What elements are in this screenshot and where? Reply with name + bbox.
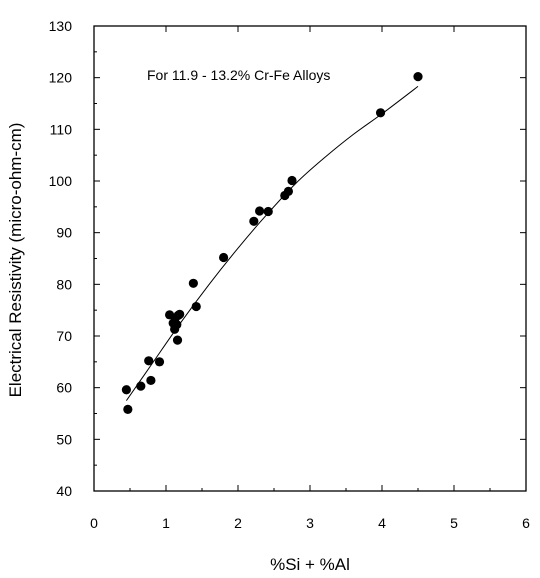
plot-frame — [93, 25, 527, 492]
data-point — [413, 72, 423, 82]
data-point — [255, 206, 265, 216]
chart-annotation: For 11.9 - 13.2% Cr-Fe Alloys — [147, 67, 330, 83]
data-point — [175, 309, 185, 319]
y-tick-label: 120 — [49, 70, 73, 86]
y-tick-label: 40 — [56, 483, 72, 499]
data-point — [283, 186, 293, 196]
y-tick-label: 90 — [56, 225, 72, 241]
y-tick-label: 110 — [50, 121, 73, 137]
x-tick-labels: 0 1 2 3 4 5 6 — [90, 515, 530, 531]
data-point — [219, 252, 229, 263]
data-point — [191, 301, 201, 312]
y-axis-title: Electrical Resistivity (micro-ohm-cm) — [6, 123, 25, 398]
y-tick-labels: 40 50 60 70 80 90 100 110 120 130 — [49, 18, 73, 499]
data-point — [188, 278, 198, 288]
data-point — [136, 381, 146, 391]
x-tick-label: 0 — [90, 515, 98, 531]
x-tick-label: 1 — [162, 515, 170, 531]
data-point — [263, 206, 273, 217]
y-tick-label: 60 — [56, 380, 72, 396]
x-tick-label: 3 — [306, 515, 314, 531]
y-tick-label: 130 — [49, 18, 73, 34]
data-point — [123, 404, 133, 414]
data-point — [249, 216, 259, 226]
y-tick-label: 70 — [56, 328, 72, 344]
x-tick-label: 6 — [522, 515, 530, 531]
data-point — [121, 385, 131, 395]
x-tick-label: 5 — [450, 515, 458, 531]
data-point — [172, 335, 183, 345]
data-point — [287, 175, 297, 186]
x-tick-label: 4 — [378, 515, 386, 531]
x-tick-label: 2 — [234, 515, 242, 531]
x-axis-title: %Si + %Al — [270, 555, 350, 574]
data-point — [172, 320, 182, 330]
data-point — [154, 357, 165, 367]
data-point — [146, 375, 156, 386]
data-points — [121, 72, 423, 414]
fit-curve — [125, 86, 419, 401]
y-tick-label: 50 — [56, 431, 72, 447]
y-tick-label: 100 — [49, 173, 73, 189]
data-point — [144, 356, 154, 366]
data-point — [375, 108, 386, 118]
axis-ticks — [93, 25, 527, 492]
y-tick-label: 80 — [56, 276, 72, 292]
